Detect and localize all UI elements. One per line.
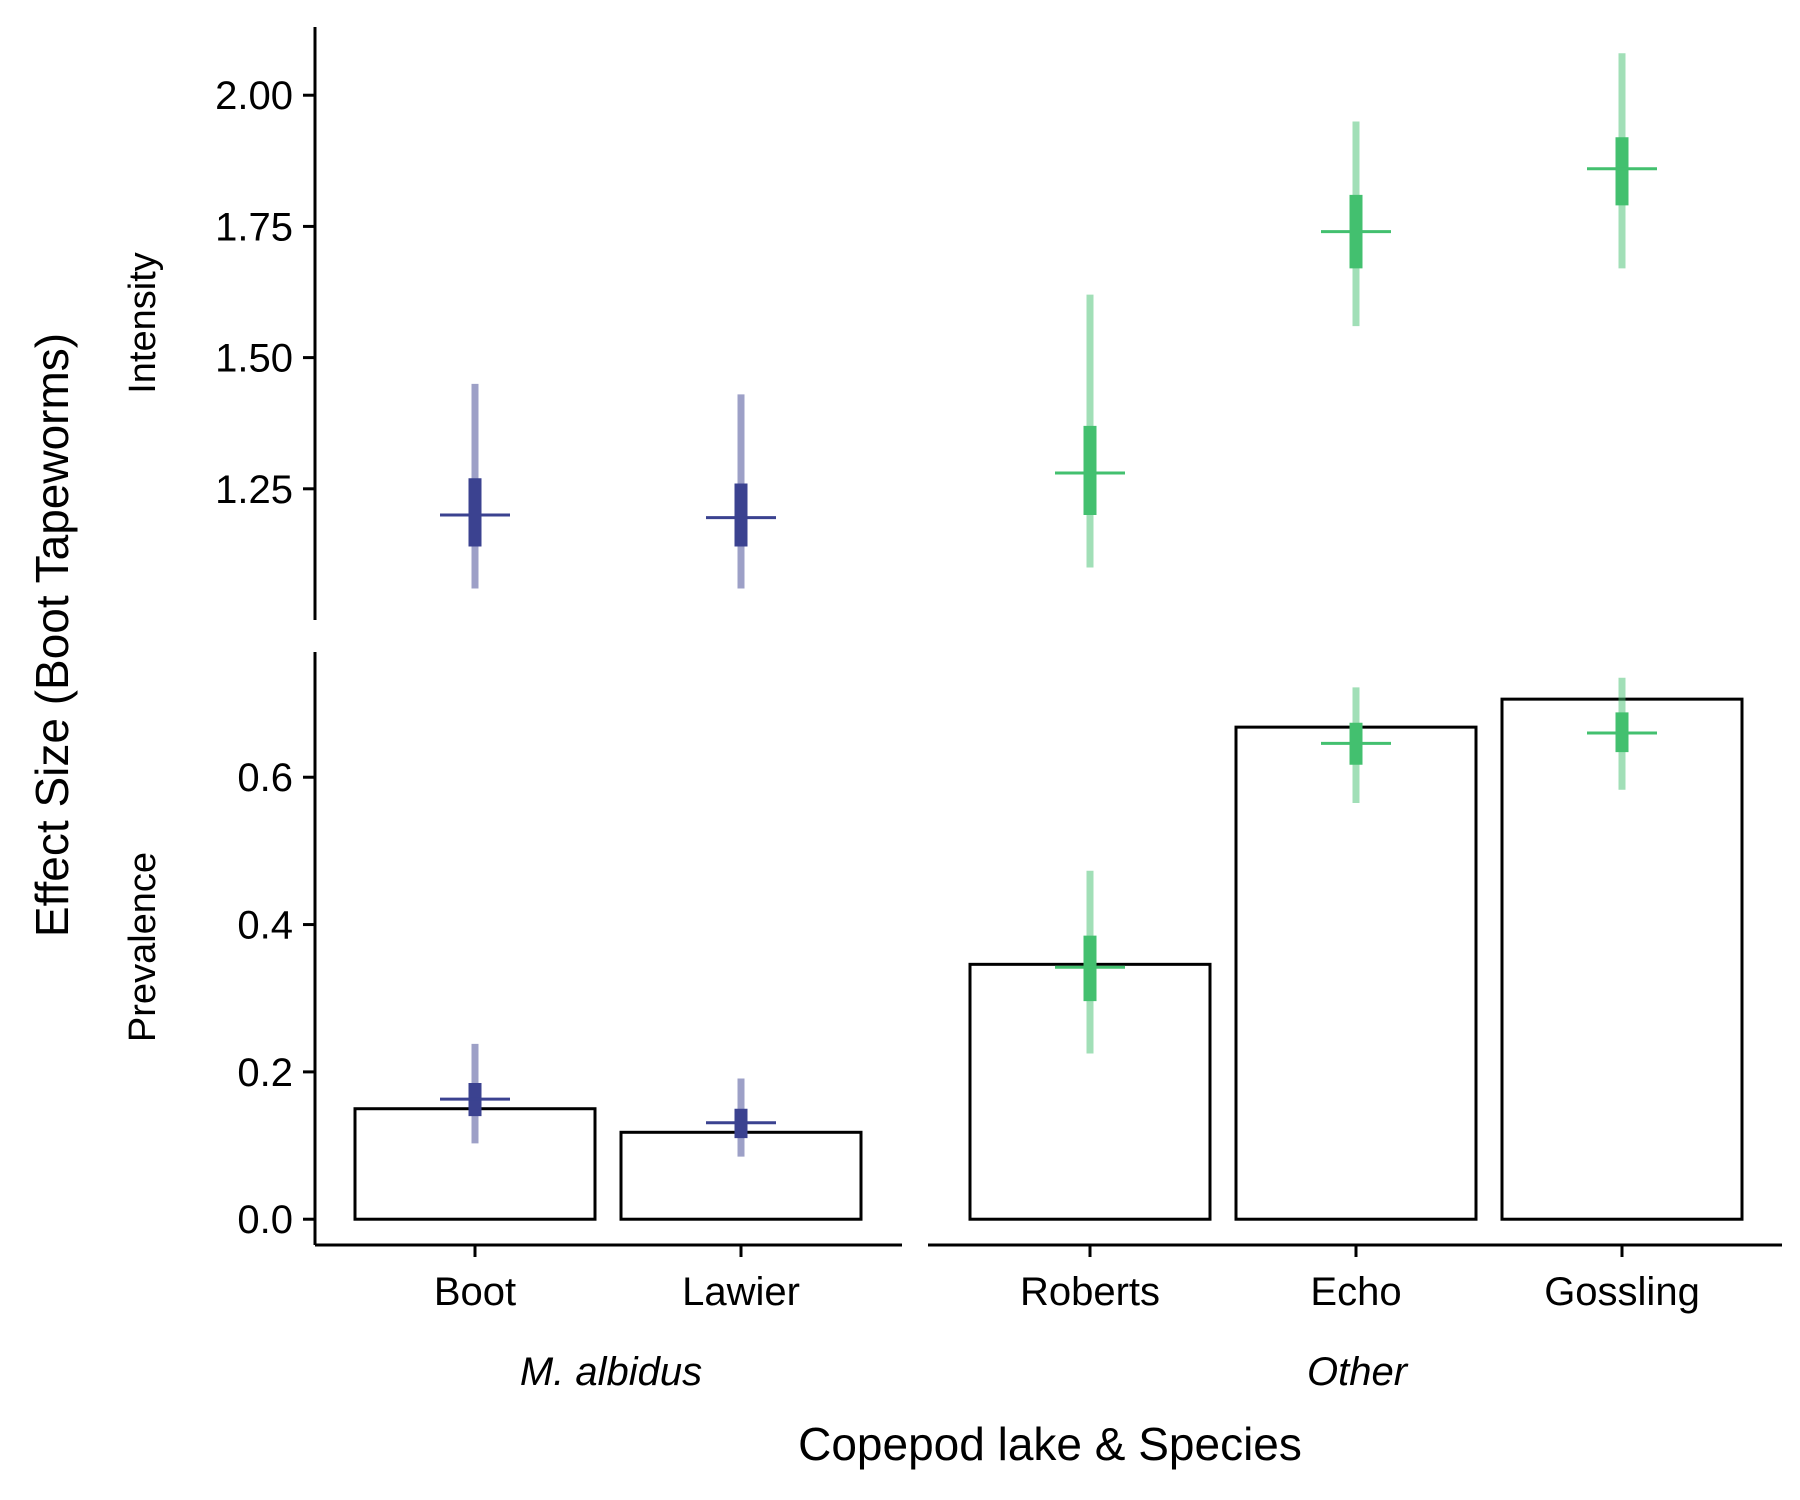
group-label-other: Other [1307, 1350, 1409, 1394]
x-tick-label-boot: Boot [434, 1270, 516, 1314]
x-tick-label-echo: Echo [1310, 1270, 1401, 1314]
prevalence-panel-label: Prevalence [122, 852, 164, 1042]
prevalence-y-tick-label: 0.6 [237, 756, 293, 800]
intensity-y-tick-label: 2.00 [215, 74, 293, 118]
intensity-y-tick-label: 1.25 [215, 468, 293, 512]
intensity-y-tick-label: 1.75 [215, 205, 293, 249]
group-label-m-albidus: M. albidus [520, 1350, 702, 1394]
x-axis-title: Copepod lake & Species [798, 1418, 1302, 1470]
prevalence-y-tick-label: 0.0 [237, 1198, 293, 1242]
intensity-panel-label: Intensity [122, 252, 164, 394]
prevalence-y-tick-label: 0.4 [237, 904, 293, 948]
intensity-y-tick-label: 1.50 [215, 337, 293, 381]
plot-area: 1.25 1.50 1.75 2.00 0.0 0.2 0.4 0.6 Boot Lawier Ro… [215, 27, 1782, 1394]
x-tick-label-lawier: Lawier [682, 1270, 800, 1314]
prevalence-y-tick-label: 0.2 [237, 1051, 293, 1095]
x-tick-label-roberts: Roberts [1020, 1270, 1160, 1314]
x-tick-label-gossling: Gossling [1544, 1270, 1700, 1314]
y-axis-title: Effect Size (Boot Tapeworms) [26, 333, 78, 937]
bar-echo [1234, 725, 1478, 1221]
